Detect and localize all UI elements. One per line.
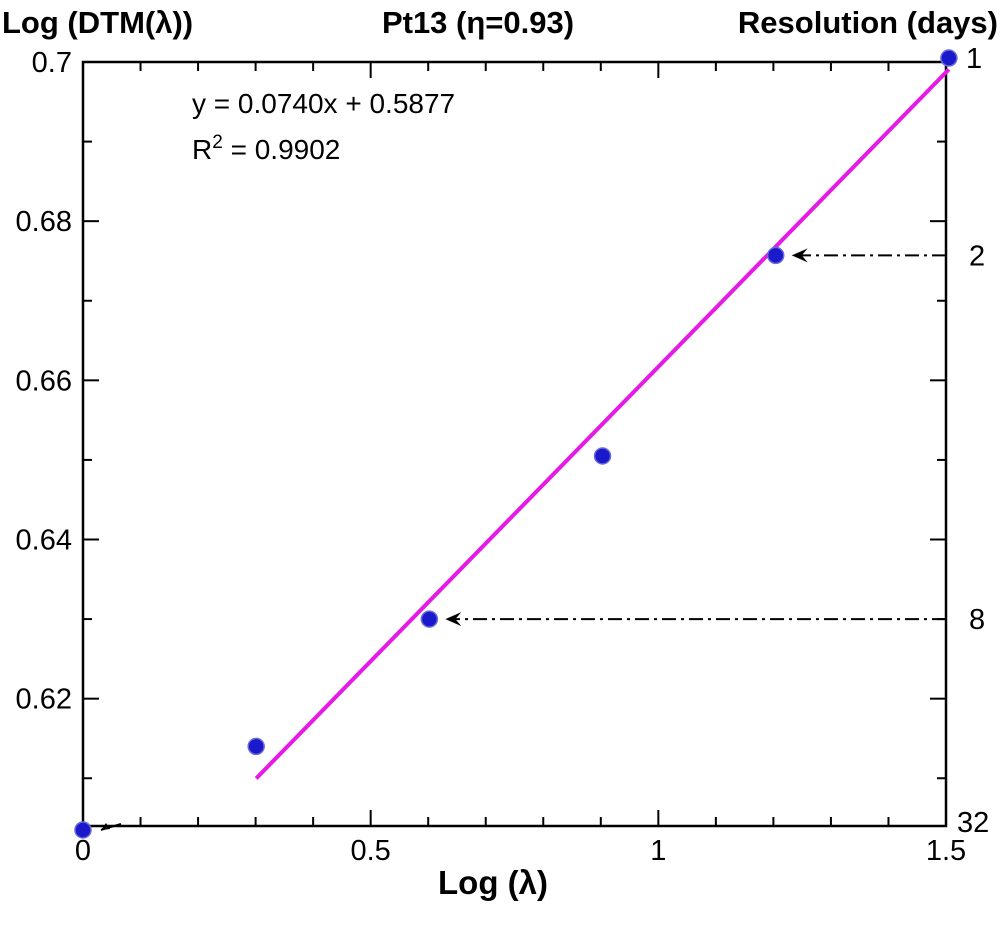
data-point (420, 610, 439, 628)
x-tick-label: 0 (75, 835, 91, 867)
resolution-arrows (100, 248, 946, 831)
trendline (254, 68, 951, 780)
r-squared: R2 = 0.9902 (192, 132, 340, 165)
resolution-label-2: 2 (969, 240, 985, 272)
resolution-label-32: 32 (957, 807, 989, 839)
data-point (940, 49, 958, 67)
arrow-res-2 (791, 248, 946, 263)
tick-marks (82, 61, 947, 826)
x-tick-label: 1 (650, 835, 666, 867)
resolution-labels: 1 2 8 32 (957, 43, 989, 839)
y-tick-label: 0.7 (32, 47, 72, 79)
data-point (593, 447, 612, 465)
arrow-res-32 (100, 822, 122, 831)
y-tick-label: 0.66 (16, 365, 72, 397)
right-title: Resolution (days) (738, 5, 998, 40)
center-title: Pt13 (η=0.93) (382, 5, 574, 40)
data-point (74, 821, 92, 839)
x-tick-label: 0.5 (351, 835, 391, 867)
data-points (74, 49, 958, 839)
resolution-label-8: 8 (969, 604, 985, 636)
trendline-equation: y = 0.0740x + 0.5877 (192, 88, 455, 119)
x-tick-label: 1.5 (926, 835, 966, 867)
plot-frame (81, 60, 948, 828)
tick-labels: 0 0.5 1 1.5 0.62 0.64 0.66 0.68 0.7 (16, 47, 967, 867)
arrow-res-8 (445, 612, 946, 627)
y-tick-label: 0.64 (16, 525, 72, 557)
left-title: Log (DTM(λ)) (2, 5, 193, 40)
resolution-label-1: 1 (966, 43, 982, 75)
data-point (766, 246, 785, 265)
data-point (247, 737, 265, 756)
y-tick-label: 0.62 (16, 684, 72, 716)
x-axis-label: Log (λ) (438, 864, 548, 901)
y-tick-label: 0.68 (16, 206, 72, 238)
